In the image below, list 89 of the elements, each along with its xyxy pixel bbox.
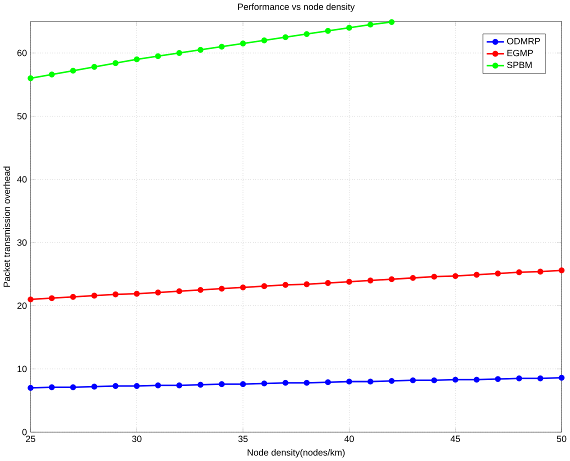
y-tick-label: 10 — [18, 366, 27, 372]
point — [28, 75, 34, 82]
point — [410, 377, 416, 384]
point — [48, 384, 55, 390]
point — [28, 296, 34, 302]
point — [324, 28, 331, 34]
point — [70, 294, 76, 300]
point — [388, 19, 395, 26]
y-tick-label: 20 — [17, 302, 27, 310]
point — [452, 273, 458, 280]
x-tick-label: 25 — [26, 436, 36, 442]
y-tick-label: 30 — [17, 239, 27, 246]
point — [410, 275, 416, 282]
point — [388, 378, 395, 384]
point — [240, 381, 246, 388]
point — [324, 379, 331, 386]
point — [240, 284, 246, 290]
point — [70, 384, 76, 390]
chart-title: Performance vs node density — [238, 3, 355, 12]
point — [112, 383, 119, 390]
point — [176, 50, 182, 56]
point — [91, 384, 98, 390]
point — [282, 282, 288, 288]
point — [537, 268, 544, 275]
point — [494, 270, 501, 277]
point — [346, 24, 352, 31]
point — [431, 274, 438, 280]
point — [516, 376, 522, 382]
point — [346, 278, 352, 285]
x-tick-label: 35 — [238, 436, 248, 442]
point — [516, 269, 522, 276]
y-tick-label: 0 — [22, 428, 27, 436]
point — [537, 376, 544, 382]
x-tick-label: 50 — [556, 436, 566, 442]
point — [367, 278, 374, 284]
point — [558, 374, 565, 381]
point — [346, 378, 352, 385]
point — [304, 31, 310, 38]
point — [91, 64, 98, 70]
point — [176, 382, 182, 388]
point — [474, 376, 480, 383]
point — [218, 381, 225, 388]
point — [304, 281, 310, 288]
legend-label: EGMP — [507, 50, 533, 56]
point — [28, 385, 34, 391]
point — [198, 46, 204, 53]
point — [155, 290, 161, 296]
point — [198, 382, 204, 388]
point — [112, 60, 119, 66]
point — [261, 283, 268, 290]
legend-label: ODMRP — [507, 38, 540, 44]
point — [134, 383, 140, 390]
x-tick-label: 40 — [344, 436, 354, 442]
legend-label: SPBM — [507, 62, 532, 68]
point — [261, 37, 268, 44]
point — [155, 53, 161, 60]
point — [261, 380, 268, 387]
x-tick-label: 30 — [132, 436, 142, 442]
point — [218, 44, 225, 50]
point — [48, 72, 55, 78]
y-tick-label: 40 — [17, 176, 27, 183]
point — [240, 40, 246, 47]
point — [91, 292, 98, 299]
point — [282, 380, 288, 386]
point — [558, 267, 565, 274]
point — [474, 272, 480, 278]
point — [218, 286, 225, 292]
point — [431, 377, 438, 384]
point — [70, 68, 76, 74]
point — [155, 382, 161, 388]
y-tick-label: 60 — [17, 50, 27, 56]
point — [48, 295, 55, 302]
point — [176, 288, 182, 294]
point — [367, 378, 374, 385]
point — [282, 34, 288, 40]
point — [304, 380, 310, 386]
point — [494, 376, 501, 382]
point — [112, 291, 119, 298]
y-axis-title: Packet transmission overhead — [3, 166, 10, 287]
y-tick-label: 50 — [17, 113, 27, 120]
point — [388, 276, 395, 282]
x-axis-title: Node density(nodes/km) — [248, 449, 345, 458]
point — [452, 376, 458, 383]
x-tick-label: 45 — [450, 436, 460, 442]
point — [134, 290, 140, 297]
point — [324, 280, 331, 286]
point — [198, 287, 204, 294]
point — [134, 56, 140, 62]
point — [367, 22, 374, 28]
